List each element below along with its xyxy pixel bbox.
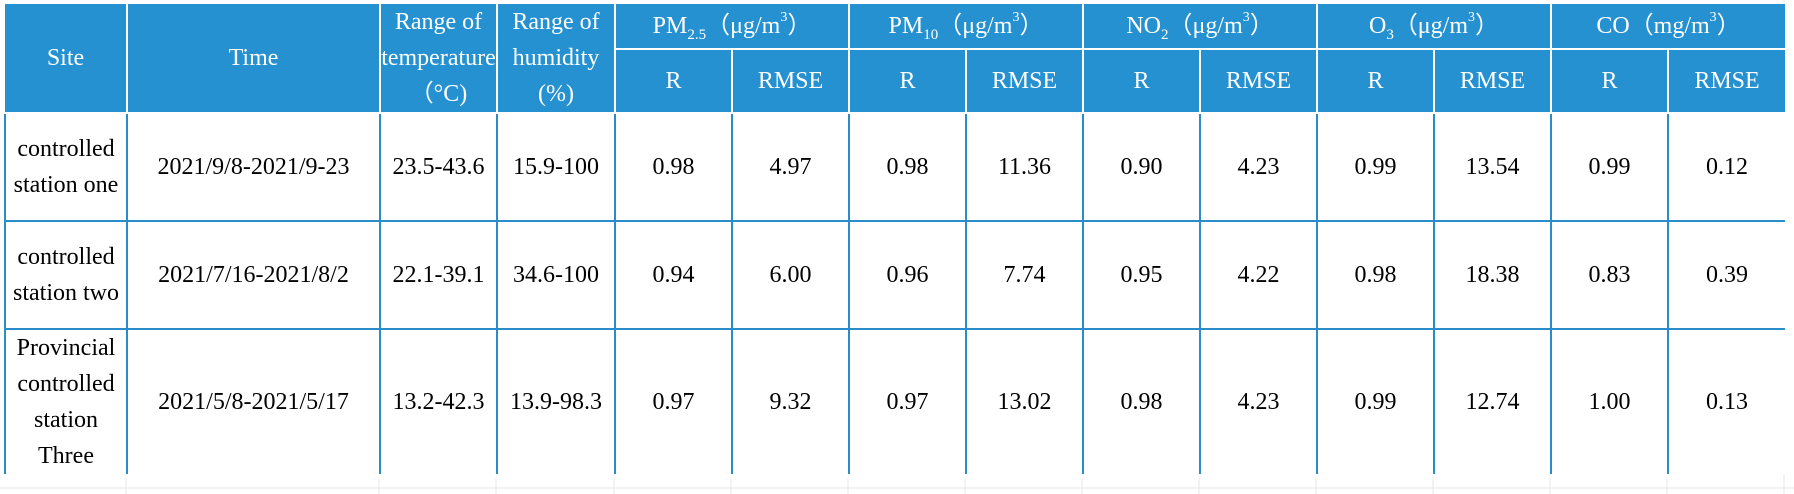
cell-humidity: 34.6-100 bbox=[497, 221, 616, 330]
cell-co-rmse: 0.39 bbox=[1668, 221, 1785, 330]
cell-o3-r: 0.99 bbox=[1317, 113, 1435, 222]
header-pm10: PM10（μg/m3） bbox=[849, 4, 1084, 51]
cell-site: controlled station one bbox=[4, 113, 128, 222]
cell-o3-rmse: 18.38 bbox=[1434, 221, 1552, 330]
cell-co-r: 0.83 bbox=[1551, 221, 1669, 330]
cell-temperature: 22.1-39.1 bbox=[380, 221, 498, 330]
header-co-rmse: RMSE bbox=[1668, 49, 1785, 114]
cell-humidity: 13.9-98.3 bbox=[497, 329, 616, 474]
header-temperature-range: Range of temperature（°C) bbox=[380, 4, 498, 114]
cell-pm25-r: 0.94 bbox=[615, 221, 733, 330]
cell-no2-rmse: 4.23 bbox=[1200, 329, 1318, 474]
results-table: Site Time Range of temperature（°C) Range… bbox=[4, 4, 1785, 474]
header-pm10-rmse: RMSE bbox=[966, 49, 1084, 114]
cell-temperature: 13.2-42.3 bbox=[380, 329, 498, 474]
header-o3-r: R bbox=[1317, 49, 1435, 114]
cell-co-r: 1.00 bbox=[1551, 329, 1669, 474]
cell-pm10-r: 0.96 bbox=[849, 221, 967, 330]
header-co-r: R bbox=[1551, 49, 1669, 114]
header-pm10-r: R bbox=[849, 49, 967, 114]
cell-no2-rmse: 4.22 bbox=[1200, 221, 1318, 330]
cell-temperature: 23.5-43.6 bbox=[380, 113, 498, 222]
header-no2: NO2（μg/m3） bbox=[1083, 4, 1318, 51]
header-pm25-r: R bbox=[615, 49, 733, 114]
cell-o3-rmse: 13.54 bbox=[1434, 113, 1552, 222]
cell-site: Provincial controlled station Three bbox=[4, 329, 128, 474]
cell-no2-r: 0.98 bbox=[1083, 329, 1201, 474]
cell-no2-rmse: 4.23 bbox=[1200, 113, 1318, 222]
header-pm25: PM2.5（μg/m3） bbox=[615, 4, 850, 51]
cell-humidity: 15.9-100 bbox=[497, 113, 616, 222]
cell-pm25-r: 0.97 bbox=[615, 329, 733, 474]
header-co: CO（mg/m3） bbox=[1551, 4, 1785, 51]
header-pm25-rmse: RMSE bbox=[732, 49, 850, 114]
cell-o3-r: 0.98 bbox=[1317, 221, 1435, 330]
cell-time: 2021/7/16-2021/8/2 bbox=[127, 221, 381, 330]
header-no2-rmse: RMSE bbox=[1200, 49, 1318, 114]
cell-co-rmse: 0.13 bbox=[1668, 329, 1785, 474]
cell-pm10-rmse: 11.36 bbox=[966, 113, 1084, 222]
cell-pm25-rmse: 9.32 bbox=[732, 329, 850, 474]
cell-o3-rmse: 12.74 bbox=[1434, 329, 1552, 474]
cell-pm10-r: 0.98 bbox=[849, 113, 967, 222]
header-humidity-range: Range of humidity (%) bbox=[497, 4, 616, 114]
header-o3: O3（μg/m3） bbox=[1317, 4, 1552, 51]
table-header: Site Time Range of temperature（°C) Range… bbox=[5, 4, 1785, 114]
header-site: Site bbox=[5, 4, 128, 114]
cell-site: controlled station two bbox=[4, 221, 128, 330]
header-no2-r: R bbox=[1083, 49, 1201, 114]
cell-pm25-r: 0.98 bbox=[615, 113, 733, 222]
cell-co-r: 0.99 bbox=[1551, 113, 1669, 222]
table-row: controlled station one 2021/9/8-2021/9-2… bbox=[4, 113, 1785, 222]
cell-time: 2021/9/8-2021/9-23 bbox=[127, 113, 381, 222]
cell-pm10-rmse: 13.02 bbox=[966, 329, 1084, 474]
cell-no2-r: 0.90 bbox=[1083, 113, 1201, 222]
table-row: Provincial controlled station Three 2021… bbox=[4, 329, 1785, 474]
cell-time: 2021/5/8-2021/5/17 bbox=[127, 329, 381, 474]
header-o3-rmse: RMSE bbox=[1434, 49, 1552, 114]
cell-o3-r: 0.99 bbox=[1317, 329, 1435, 474]
cell-pm25-rmse: 4.97 bbox=[732, 113, 850, 222]
cell-co-rmse: 0.12 bbox=[1668, 113, 1785, 222]
table-body: controlled station one 2021/9/8-2021/9-2… bbox=[4, 113, 1785, 474]
cell-pm10-r: 0.97 bbox=[849, 329, 967, 474]
table-row: controlled station two 2021/7/16-2021/8/… bbox=[4, 221, 1785, 330]
cell-pm10-rmse: 7.74 bbox=[966, 221, 1084, 330]
cell-no2-r: 0.95 bbox=[1083, 221, 1201, 330]
cell-pm25-rmse: 6.00 bbox=[732, 221, 850, 330]
header-time: Time bbox=[127, 4, 381, 114]
